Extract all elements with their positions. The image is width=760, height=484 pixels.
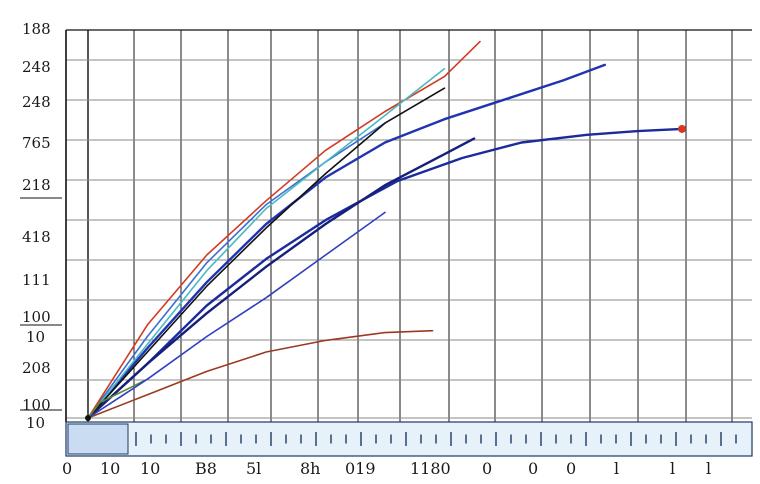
series-line [87,378,149,419]
y-tick-label: 10 [26,414,45,432]
x-axis-strip [65,421,753,457]
y-tick-label: 100 [22,308,51,326]
x-tick-label: 0 [62,459,72,478]
series-line [86,137,476,420]
y-tick-label: 208 [22,359,51,377]
x-tick-label: 0 [528,459,538,478]
y-tick-label: 111 [22,271,51,289]
origin-marker [85,415,91,421]
x-tick-label: 0 [482,459,492,478]
y-tick-label: 100 [22,396,51,414]
x-tick-label: 019 [345,459,376,478]
x-tick-label: l [706,459,711,478]
series-line [87,68,446,419]
x-tick-label: 5l [246,459,261,478]
grid [66,29,752,422]
series-line [86,127,684,420]
series-lines [85,40,686,421]
y-tick-label: 218 [22,176,51,194]
x-tick-label: 8h [300,459,320,478]
x-tick-label: 10 [100,459,120,478]
x-axis-strip-bar [65,421,753,457]
x-tick-label: l [614,459,619,478]
y-tick-label: 188 [22,20,51,38]
series-line [86,63,606,420]
x-axis-strip-handle [67,423,129,455]
x-tick-label: 0 [566,459,576,478]
y-tick-label: 248 [22,58,51,76]
y-tick-label: 10 [26,328,45,346]
x-tick-label: B8 [195,459,217,478]
series-line [87,211,386,419]
series-line [87,40,481,419]
y-tick-label: 248 [22,93,51,111]
x-tick-label: 1180 [410,459,451,478]
series-line [87,122,386,419]
x-tick-labels: 0 10 10 B8 5l 8h 019 1180 0 0 0 l l l [62,459,711,478]
series-line [87,329,434,419]
x-tick-label: l [670,459,675,478]
y-tick-label: 765 [22,134,51,152]
x-tick-label: 10 [140,459,160,478]
series-end-marker [678,124,686,133]
series-line [87,87,446,419]
y-tick-label: 418 [22,228,51,246]
plot-frame [20,29,752,422]
